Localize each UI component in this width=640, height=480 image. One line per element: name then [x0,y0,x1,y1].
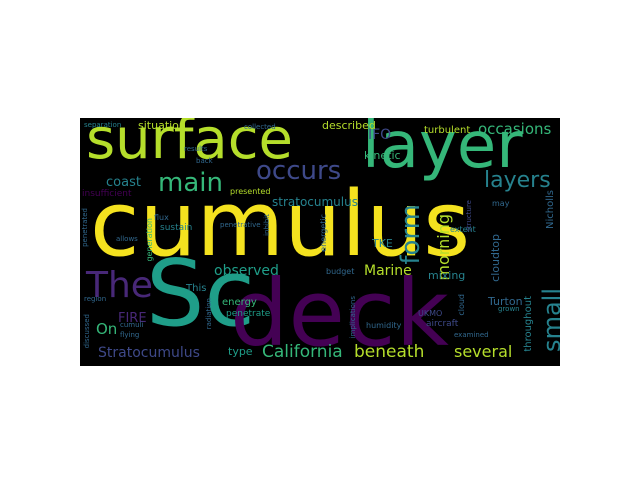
word-type: type [228,345,253,358]
word-stratocumulus: stratocumulus [272,195,358,209]
word-discussed: discussed [83,314,91,349]
word-layers: layers [484,168,551,193]
word-results: results [184,145,208,153]
word-form: form [396,204,426,265]
word-back: back [196,157,213,165]
word-observed: observed [214,263,279,279]
word-nicholls: Nicholls [545,190,556,229]
word-collected: collected [244,123,276,131]
word-budget: budget [326,267,355,276]
word-sustain: sustain [160,223,193,233]
word-grown: grown [498,305,520,313]
word-energetic: energetic [319,214,328,252]
word-stratocumulus-cap: Stratocumulus [98,345,200,361]
word-situation: situation [138,119,186,132]
word-turton: Turton [488,295,523,308]
word-sc: Sc [146,240,255,347]
word-tke: TKE [372,237,393,250]
word-layer: layer [362,118,523,183]
word-presented: presented [230,187,271,196]
word-inhibit: inhibit [263,214,271,236]
word-small: small [538,288,560,352]
word-main: main [158,168,223,198]
word-california: California [262,342,343,362]
word-this: This [186,283,207,294]
word-on: On [96,320,118,338]
word-throughout: throughout [523,296,534,352]
word-occurs: occurs [256,156,342,186]
word-cumulus: cumulus [90,172,471,277]
word-allows: allows [116,235,138,243]
word-aircraft: aircraft [426,319,459,329]
word-penetrative: penetrative [220,221,261,229]
word-described: described [322,119,376,132]
word-region: region [84,295,107,303]
word-ukmo: UKMO [418,309,443,318]
word-the: The [86,265,153,306]
word-energy: energy [222,297,257,308]
word-flying: flying [120,331,140,339]
word-cumuli: cumuli [120,321,144,329]
word-structure: structure [465,200,473,232]
word-turbulent: turbulent [424,125,471,136]
word-may: may [492,199,510,208]
word-kinetic: kinetic [364,149,401,162]
word-humidity: humidity [366,321,402,330]
word-penetrated: penetrated [81,208,89,247]
word-beneath: beneath [354,342,425,362]
word-cloud: cloud [457,294,466,316]
word-occasions: occasions [478,120,552,138]
word-flux: flux [154,213,169,222]
word-cloudtop: cloudtop [489,234,502,282]
word-coast: coast [106,175,141,190]
word-penetrate: penetrate [226,309,271,319]
word-mixing: mixing [428,269,466,282]
word-insufficient: insufficient [82,189,132,199]
word-surface: surface [86,118,293,172]
word-separation: separation [84,121,122,129]
word-implications: implications [349,296,357,339]
word-ifo: IFO [368,127,392,143]
word-fire: FIRE [118,311,147,326]
word-cloud: surface layer cumulus Sc deck The main o… [80,118,560,366]
word-deck: deck [230,260,449,366]
word-extent: extent [450,225,476,234]
word-marine: Marine [364,263,412,279]
word-examined: examined [454,331,489,339]
word-several: several [454,342,513,361]
word-generation: generation [145,218,154,262]
word-radiation: radiation [205,298,213,330]
